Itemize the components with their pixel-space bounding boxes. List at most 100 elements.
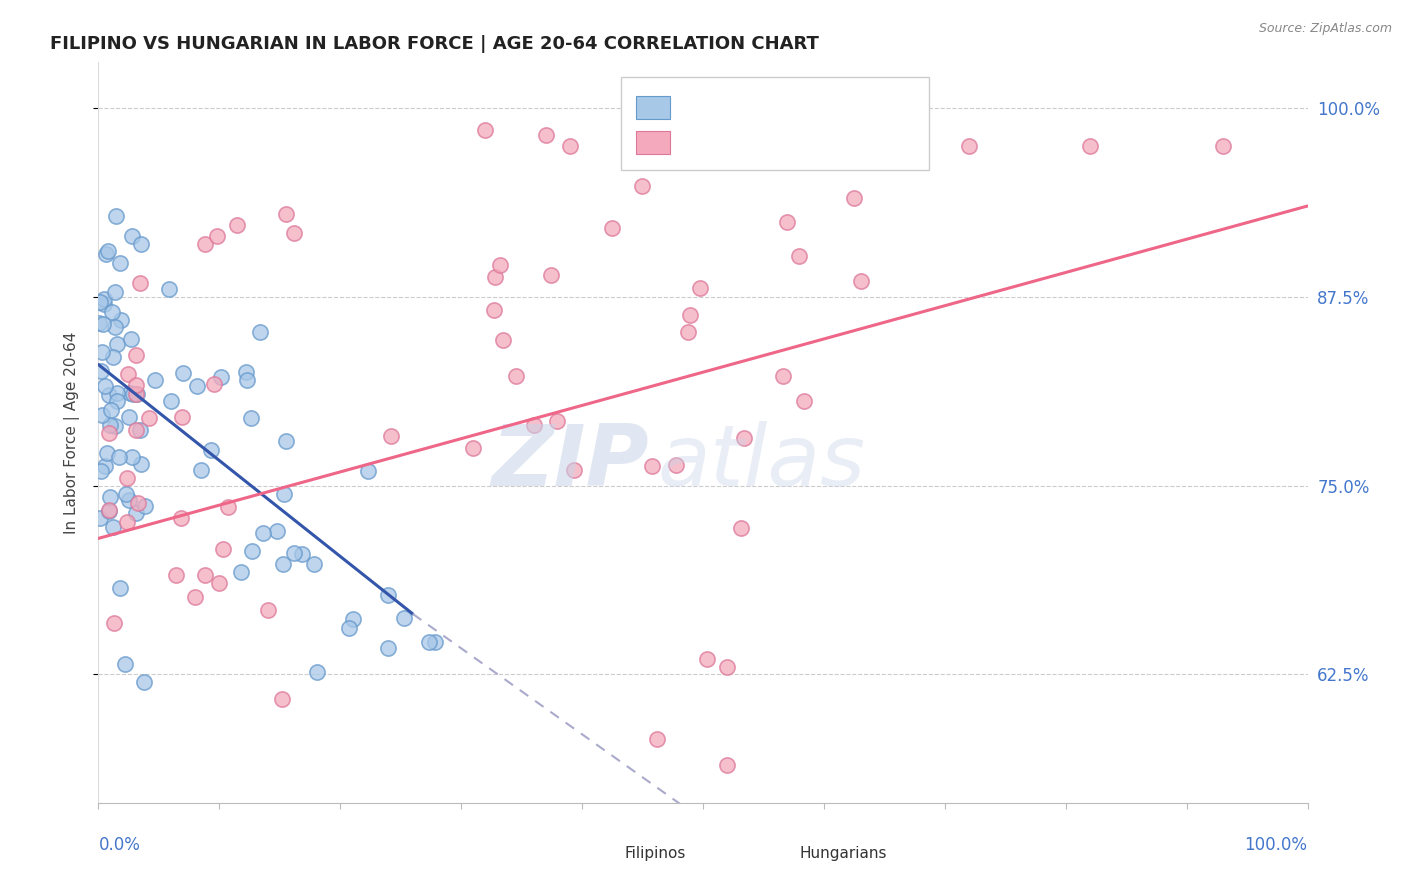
Point	[186, 379, 208, 393]
Text: ZIP: ZIP	[491, 421, 648, 504]
Point	[540, 268, 562, 282]
Point	[114, 657, 136, 671]
Point	[305, 665, 328, 679]
Point	[145, 373, 167, 387]
Text: Filipinos: Filipinos	[624, 846, 686, 861]
Point	[844, 191, 866, 205]
Point	[302, 557, 325, 571]
Point	[97, 244, 120, 258]
Point	[170, 510, 193, 524]
Point	[266, 524, 288, 538]
Point	[484, 270, 506, 285]
Point	[217, 500, 239, 515]
Point	[256, 603, 278, 617]
Point	[202, 377, 225, 392]
Point	[793, 394, 815, 409]
Point	[105, 385, 128, 400]
Point	[190, 463, 212, 477]
Point	[125, 348, 148, 362]
Point	[93, 378, 115, 392]
Point	[117, 367, 139, 381]
Point	[120, 332, 142, 346]
Point	[482, 302, 505, 317]
Point	[124, 507, 146, 521]
Point	[96, 247, 118, 261]
Point	[678, 326, 700, 340]
Text: 66: 66	[866, 135, 884, 150]
Point	[98, 490, 121, 504]
Point	[240, 544, 263, 558]
Text: FILIPINO VS HUNGARIAN IN LABOR FORCE | AGE 20-64 CORRELATION CHART: FILIPINO VS HUNGARIAN IN LABOR FORCE | A…	[51, 35, 818, 53]
Point	[208, 576, 231, 591]
Point	[105, 336, 128, 351]
Point	[689, 281, 711, 295]
Point	[110, 312, 132, 326]
Point	[125, 377, 148, 392]
Point	[104, 418, 127, 433]
Point	[129, 236, 152, 251]
Point	[394, 611, 416, 625]
Point	[103, 351, 125, 365]
Point	[271, 557, 294, 571]
Point	[225, 218, 247, 232]
Point	[98, 425, 121, 440]
Point	[558, 138, 581, 153]
Point	[129, 277, 152, 291]
Point	[696, 652, 718, 666]
Point	[418, 634, 440, 648]
Point	[108, 256, 131, 270]
Point	[274, 206, 297, 220]
Point	[645, 732, 668, 747]
Point	[523, 417, 546, 432]
Point	[90, 345, 112, 359]
Point	[93, 293, 115, 307]
Point	[89, 511, 111, 525]
Point	[98, 503, 121, 517]
Point	[103, 615, 125, 630]
Text: atlas: atlas	[657, 421, 865, 504]
Point	[716, 660, 738, 674]
Point	[100, 403, 122, 417]
Point	[733, 431, 755, 445]
Point	[105, 209, 128, 223]
Point	[115, 515, 138, 529]
Point	[772, 369, 794, 384]
Point	[129, 423, 152, 437]
Point	[534, 128, 557, 142]
Point	[240, 410, 263, 425]
Text: 81: 81	[866, 100, 884, 115]
Point	[134, 499, 156, 513]
Point	[104, 320, 127, 334]
Point	[600, 221, 623, 235]
Point	[108, 581, 131, 595]
Point	[631, 178, 654, 193]
Point	[160, 394, 183, 409]
Point	[101, 519, 124, 533]
Point	[194, 568, 217, 582]
Point	[1212, 138, 1234, 153]
Point	[121, 229, 143, 244]
Point	[157, 282, 180, 296]
Text: R =: R =	[682, 100, 717, 115]
Text: Source: ZipAtlas.com: Source: ZipAtlas.com	[1258, 22, 1392, 36]
Point	[121, 450, 143, 465]
Point	[172, 366, 194, 380]
Point	[236, 373, 259, 387]
Point	[425, 634, 447, 648]
Text: N =: N =	[818, 100, 855, 115]
Point	[957, 138, 980, 153]
Point	[380, 429, 402, 443]
Point	[474, 123, 496, 137]
Point	[105, 394, 128, 409]
Point	[93, 297, 115, 311]
Point	[118, 492, 141, 507]
Point	[377, 588, 399, 602]
Point	[205, 228, 228, 243]
Text: N =: N =	[818, 135, 855, 150]
Point	[91, 317, 114, 331]
Point	[547, 414, 569, 428]
Point	[134, 674, 156, 689]
Point	[194, 236, 217, 251]
Point	[100, 418, 122, 433]
Point	[291, 547, 314, 561]
